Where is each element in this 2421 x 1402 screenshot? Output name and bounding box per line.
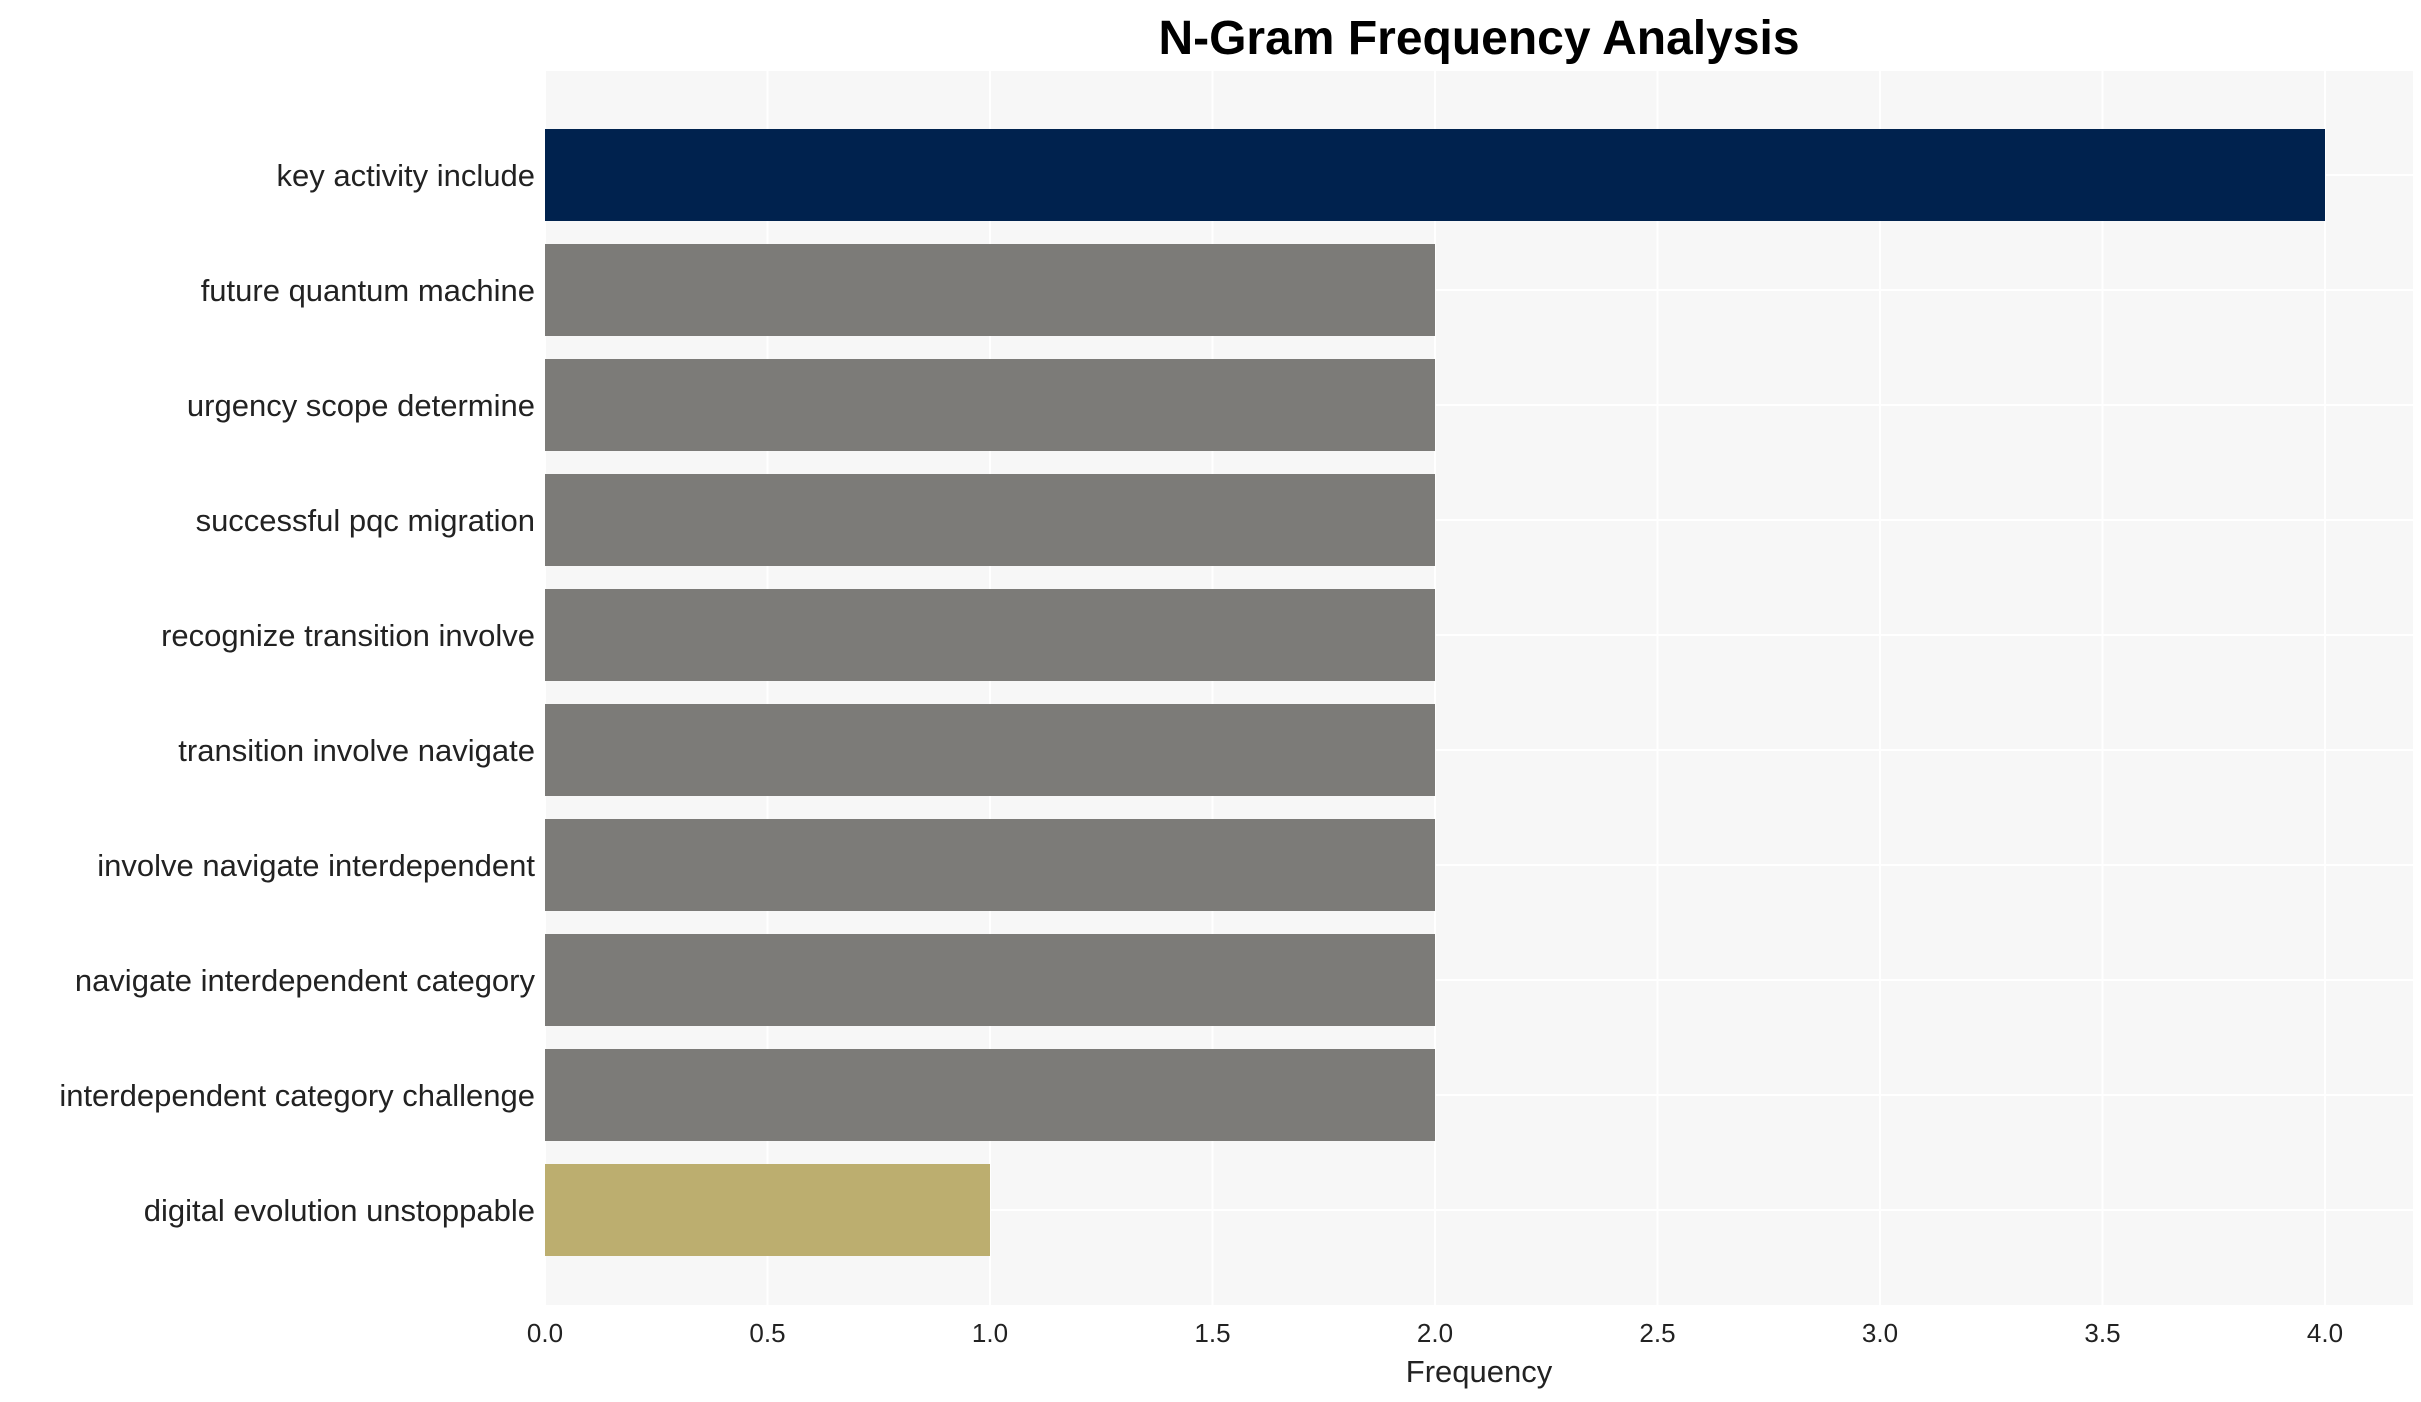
bar xyxy=(545,359,1435,451)
x-tick-label: 1.0 xyxy=(972,1318,1008,1348)
bar xyxy=(545,129,2325,221)
x-tick-label: 2.5 xyxy=(1639,1318,1675,1348)
x-axis-label: Frequency xyxy=(1406,1354,1553,1389)
category-label: digital evolution unstoppable xyxy=(144,1193,535,1228)
x-tick-label: 1.5 xyxy=(1194,1318,1230,1348)
bar xyxy=(545,1049,1435,1141)
category-label: transition involve navigate xyxy=(178,733,535,768)
category-label: key activity include xyxy=(277,158,535,193)
bar xyxy=(545,819,1435,911)
category-label: interdependent category challenge xyxy=(59,1078,535,1113)
category-label: urgency scope determine xyxy=(187,388,535,423)
category-label: future quantum machine xyxy=(201,273,535,308)
x-tick-label: 3.5 xyxy=(2084,1318,2120,1348)
category-label: navigate interdependent category xyxy=(75,963,536,998)
bar xyxy=(545,704,1435,796)
x-tick-label: 0.0 xyxy=(527,1318,563,1348)
bar xyxy=(545,1164,990,1256)
x-tick-label: 3.0 xyxy=(1862,1318,1898,1348)
x-tick-label: 0.5 xyxy=(749,1318,785,1348)
x-tick-label: 4.0 xyxy=(2307,1318,2343,1348)
bar xyxy=(545,474,1435,566)
chart-title: N-Gram Frequency Analysis xyxy=(1158,12,1799,65)
bar xyxy=(545,589,1435,681)
category-label: involve navigate interdependent xyxy=(97,848,535,883)
bar xyxy=(545,934,1435,1026)
bar xyxy=(545,244,1435,336)
x-tick-label: 2.0 xyxy=(1417,1318,1453,1348)
category-label: recognize transition involve xyxy=(161,618,535,653)
category-label: successful pqc migration xyxy=(196,503,535,538)
